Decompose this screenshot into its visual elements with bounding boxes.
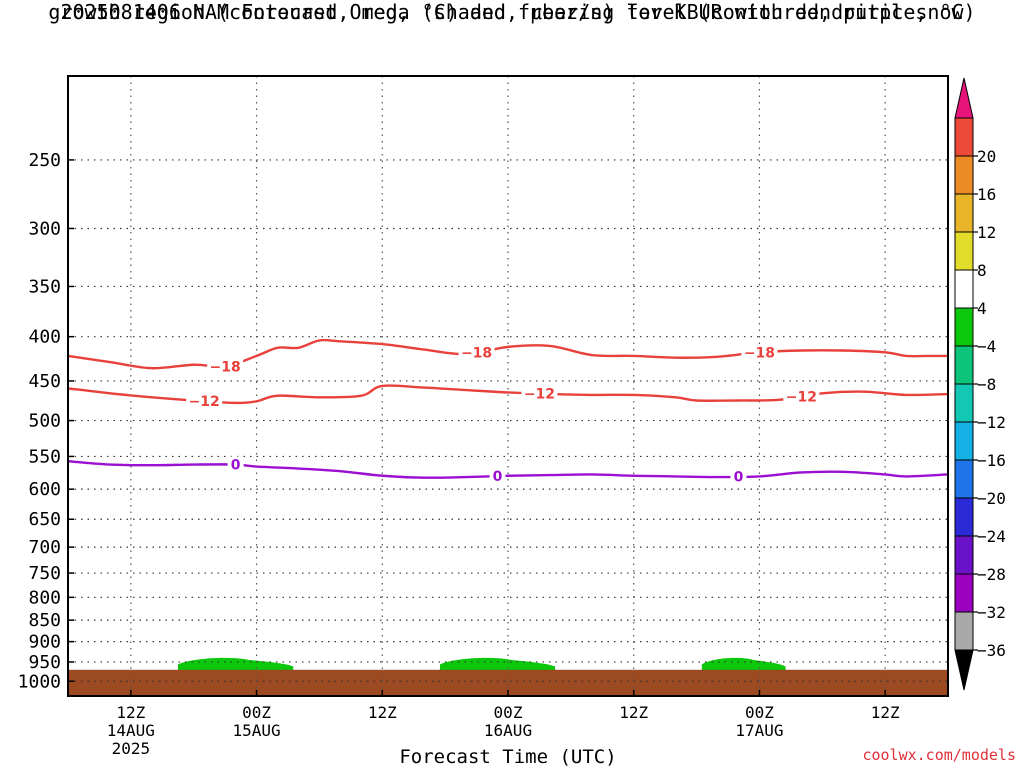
x-tick-sublabel-6-0: 14AUG [107,721,155,740]
colorbar-segment-2 [954,535,974,575]
contour-line-1 [67,338,948,370]
colorbar-label-1: −32 [977,603,1006,622]
contour-label-3-1: 0 [493,469,503,485]
contour-label-2-2: −12 [786,390,817,406]
colorbar-label-7: −8 [977,375,996,394]
contour-label-1-1: −18 [461,345,492,361]
colorbar-label-9: 4 [977,299,987,318]
y-tick-label-700: 700 [28,537,61,558]
y-tick-label-400: 400 [28,327,61,348]
colorbar-label-13: 20 [977,147,996,166]
colorbar-segment-13 [954,117,974,157]
contour-label-1-2: −18 [744,345,775,361]
x-tick-label-42: 00Z [494,703,523,722]
omega-region-2 [439,657,556,672]
contour-label-2-1: −12 [524,387,555,403]
y-tick-label-1000: 1000 [18,671,61,692]
x-tick-label-30: 12Z [368,703,397,722]
y-tick-label-750: 750 [28,563,61,584]
x-tick-sublabel-6-1: 2025 [112,739,151,758]
contour-label-bg-1-2 [741,344,778,361]
y-tick-label-800: 800 [28,587,61,608]
colorbar-segment-11 [954,193,974,233]
contour-label-bg-1-0 [207,358,244,375]
colorbar-segment-12 [954,155,974,195]
colorbar-label-10: 8 [977,261,987,280]
x-tick-label-78: 12Z [871,703,900,722]
colorbar-label-2: −28 [977,565,1006,584]
y-tick-label-650: 650 [28,509,61,530]
y-tick-label-300: 300 [28,218,61,239]
colorbar-segment-3 [954,497,974,537]
colorbar-segment-4 [954,459,974,499]
colorbar-segment-8 [954,307,974,347]
colorbar-segment-9 [954,269,974,309]
colorbar: −36 −32 −28 −24 −20 −16 −12 −8 −4 4 8 12 16 20 [954,77,1006,691]
y-tick-label-600: 600 [28,479,61,500]
contour-label-bg-3-1 [489,468,506,485]
x-tick-label-54: 12Z [619,703,648,722]
y-tick-label-950: 950 [28,652,61,673]
colorbar-label-6: −12 [977,413,1006,432]
y-tick-label-450: 450 [28,371,61,392]
omega-region-3 [701,657,786,672]
x-tick-label-6: 12Z [116,703,145,722]
colorbar-label-12: 16 [977,185,996,204]
omega-shading [178,657,786,672]
colorbar-over-arrow [954,77,974,119]
chart-title-line-1: 2025081406 NAM Forecast Omega (shaded, μ… [60,0,964,24]
colorbar-label-0: −36 [977,641,1006,660]
contour-label-bg-2-0 [186,393,223,410]
contour-line-3 [67,459,949,479]
colorbar-segment-0 [954,611,974,651]
contour-label-3-2: 0 [734,470,744,486]
omega-region-1 [178,657,294,672]
contour-label-2-0: −12 [189,394,220,410]
colorbar-label-3: −24 [977,527,1006,546]
colorbar-label-5: −16 [977,451,1006,470]
x-axis-label: Forecast Time (UTC) [399,746,616,768]
colorbar-segment-10 [954,231,974,271]
colorbar-segment-7 [954,345,974,385]
source-credit: coolwx.com/models [862,746,1016,764]
y-tick-label-250: 250 [28,150,61,171]
colorbar-segment-6 [954,383,974,423]
colorbar-under-arrow [954,649,974,691]
colorbar-label-11: 12 [977,223,996,242]
y-axis: 2503003504004505005506006507007508008509… [18,150,74,692]
contour-label-1-0: −18 [210,359,241,375]
contour-label-3-0: 0 [231,458,241,474]
colorbar-label-8: −4 [977,337,996,356]
grid-lines [68,76,948,696]
colorbar-segment-1 [954,573,974,613]
x-tick-sublabel-66-0: 17AUG [735,721,783,740]
contour-label-bg-3-0 [227,456,244,473]
colorbar-label-4: −20 [977,489,1006,508]
y-tick-label-850: 850 [28,610,61,631]
y-tick-label-500: 500 [28,411,61,432]
contour-label-bg-2-1 [521,385,558,402]
y-tick-label-550: 550 [28,446,61,467]
x-tick-label-18: 00Z [242,703,271,722]
contour-label-bg-2-2 [783,388,820,405]
chart-title-line-2: growth region (contoured, red, °C) and f… [48,0,976,24]
contour-label-bg-1-1 [458,344,495,361]
contour-lines: −18 −18 −18 −12 −12 −12 0 0 0 [67,338,949,486]
y-tick-label-900: 900 [28,632,61,653]
y-tick-label-350: 350 [28,276,61,297]
colorbar-segment-5 [954,421,974,461]
x-tick-sublabel-42-0: 16AUG [484,721,532,740]
contour-label-bg-3-2 [730,468,747,485]
x-tick-sublabel-18-0: 15AUG [232,721,280,740]
x-tick-label-66: 00Z [745,703,774,722]
